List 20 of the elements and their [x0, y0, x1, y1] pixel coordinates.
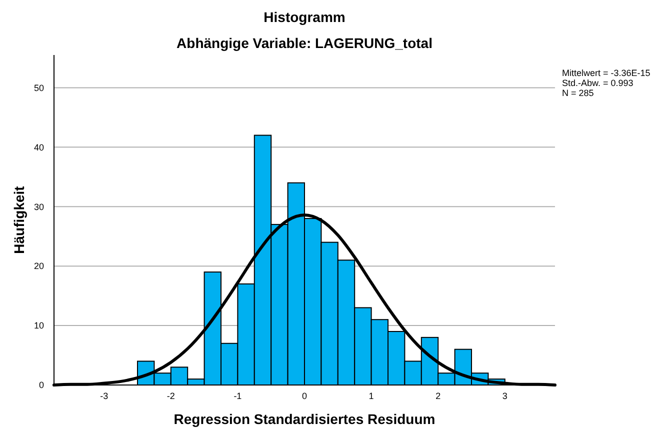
text: Mittelwert = -3.36E-15 — [562, 68, 650, 78]
text: N = 285 — [562, 88, 594, 98]
y-tick-label: 10 — [34, 320, 44, 331]
x-tick-label: -1 — [234, 391, 242, 401]
y-tick-label: 50 — [34, 82, 44, 93]
chart-title: Histogramm — [264, 9, 346, 25]
x-tick-label: 2 — [436, 391, 441, 401]
y-tick-label: 40 — [34, 142, 44, 152]
y-tick-label: 20 — [34, 261, 44, 272]
y-tick-label: 0 — [38, 380, 44, 390]
x-tick-label: -2 — [166, 391, 175, 401]
x-tick-label: 3 — [502, 391, 508, 401]
x-tick-label: 0 — [302, 391, 308, 401]
chart-subtitle: Abhängige Variable: LAGERUNG_total — [176, 35, 432, 51]
y-tick-label: 30 — [34, 202, 44, 212]
x-axis-title: Regression Standardisiertes Residuum — [174, 411, 436, 427]
x-tick-label: -3 — [100, 391, 108, 401]
text: Std.-Abw. = 0.993 — [562, 78, 634, 88]
x-tick-label: 1 — [368, 391, 374, 401]
y-axis-title: Häufigkeit — [11, 186, 27, 254]
